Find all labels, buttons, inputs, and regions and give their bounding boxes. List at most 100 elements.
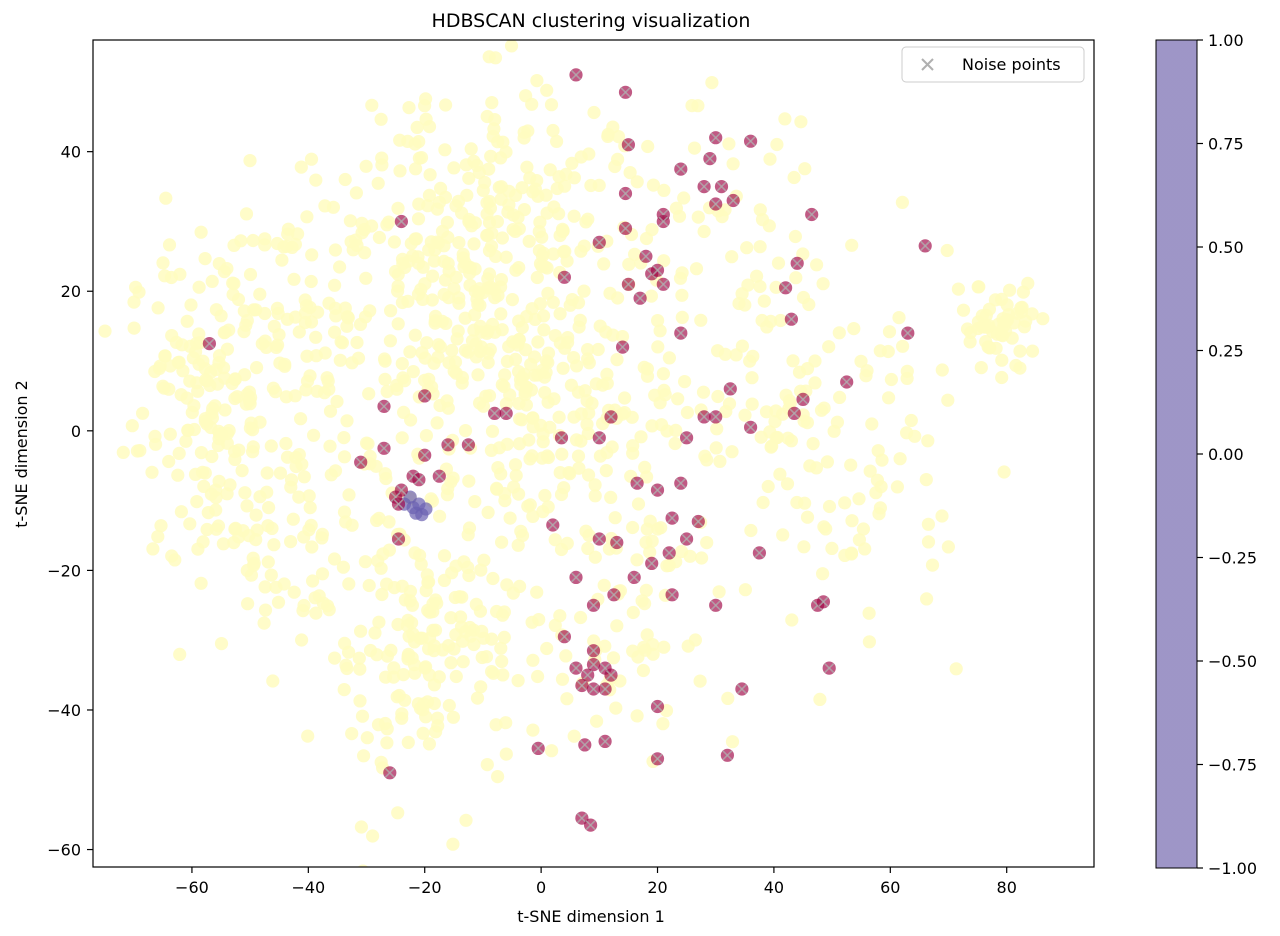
noise-x-marker: [681, 432, 692, 443]
cluster-0-point: [305, 248, 319, 262]
cluster-0-point: [328, 243, 342, 257]
cluster-0-point: [312, 589, 326, 603]
cluster-0-point: [530, 585, 544, 599]
cluster-0-point: [243, 154, 257, 168]
cluster-0-point: [538, 488, 552, 503]
cluster-0-point: [357, 864, 369, 867]
cluster-0-point: [271, 595, 286, 609]
cluster-0-point: [608, 511, 622, 525]
noise-x-marker: [699, 181, 710, 192]
cluster-0-point: [935, 363, 949, 377]
cluster-0-point: [656, 717, 670, 731]
cluster-0-point: [997, 465, 1011, 479]
noise-x-marker: [594, 432, 605, 443]
noise-x-marker: [725, 383, 736, 395]
cluster-0-point: [528, 350, 542, 364]
cluster-0-point: [428, 316, 442, 330]
cluster-0-point: [358, 555, 372, 569]
cluster-0-point: [163, 427, 177, 441]
cluster-0-point: [636, 663, 651, 678]
cluster-0-point: [550, 181, 564, 196]
cluster-0-point: [919, 473, 933, 487]
cluster-0-point: [691, 99, 705, 113]
cluster-0-point: [1014, 301, 1028, 315]
cluster-0-point: [464, 142, 478, 156]
cluster-0-point: [1025, 344, 1040, 358]
cluster-0-point: [535, 259, 549, 273]
cluster-0-point: [541, 346, 556, 360]
cluster-0-point: [921, 517, 936, 531]
cluster-0-point: [802, 297, 816, 312]
cluster-0-point: [694, 313, 708, 327]
cluster-0-point: [327, 552, 342, 566]
cluster-0-point: [403, 345, 417, 359]
cluster-0-point: [321, 374, 335, 388]
noise-x-marker: [588, 600, 599, 611]
cluster-0-point: [359, 271, 373, 285]
cluster-0-point: [745, 397, 759, 411]
legend-noise-marker: [921, 58, 934, 71]
cluster-0-point: [618, 391, 632, 405]
cluster-0-point: [287, 585, 301, 599]
cluster-0-point: [753, 240, 767, 254]
cluster-0-point: [587, 105, 601, 120]
cluster-0-point: [552, 410, 566, 424]
cluster-0-point: [368, 626, 382, 640]
cluster-0-point: [546, 123, 560, 138]
cluster-0-point: [454, 610, 468, 624]
cluster-0-point: [709, 441, 723, 455]
noise-x-marker: [716, 181, 727, 192]
cluster-0-point: [1013, 361, 1027, 375]
cluster-0-point: [852, 533, 867, 547]
cluster-0-point: [651, 522, 665, 536]
cluster-0-point: [773, 467, 787, 481]
cluster-0-point: [760, 320, 774, 334]
cluster-0-point: [273, 356, 287, 370]
cluster-0-point: [181, 423, 195, 437]
cluster-0-point: [430, 711, 445, 725]
colorbar-tick-label: 1.00: [1208, 31, 1244, 50]
cluster-0-point: [521, 499, 535, 513]
cluster-0-point: [508, 352, 523, 366]
cluster-0-point: [491, 288, 505, 302]
cluster-0-point: [640, 369, 655, 383]
cluster-0-point: [393, 164, 407, 178]
cluster-0-point: [554, 487, 569, 502]
cluster-0-point: [462, 212, 476, 227]
cluster-0-point: [342, 577, 356, 591]
noise-x-marker: [533, 743, 544, 754]
cluster-0-point: [494, 307, 508, 321]
cluster-0-point: [574, 434, 588, 448]
cluster-0-point: [921, 434, 935, 448]
cluster-0-point: [541, 355, 555, 370]
colorbar-tick-label: 0.75: [1208, 135, 1244, 154]
cluster-0-point: [238, 368, 252, 382]
cluster-0-point: [1013, 344, 1027, 358]
cluster-0-point: [956, 303, 971, 317]
cluster-0-point: [623, 166, 637, 180]
noise-x-marker: [786, 314, 797, 325]
noise-x-marker: [806, 209, 817, 220]
cluster-0-point: [132, 285, 146, 299]
cluster-0-point: [496, 608, 510, 622]
cluster-0-point: [415, 631, 429, 645]
cluster-0-point: [343, 214, 357, 228]
cluster-0-point: [892, 311, 906, 325]
cluster-0-point: [641, 139, 655, 154]
cluster-0-point: [457, 260, 471, 274]
cluster-0-point: [995, 353, 1009, 367]
cluster-0-point: [895, 195, 910, 209]
cluster-0-point: [610, 353, 624, 367]
cluster-0-point: [512, 261, 526, 275]
cluster-0-point: [354, 624, 368, 638]
x-tick-label: 20: [647, 878, 667, 897]
noise-x-marker: [393, 533, 404, 545]
cluster-0-point: [261, 555, 275, 569]
cluster-0-point: [158, 349, 172, 363]
cluster-0-point: [816, 277, 830, 291]
cluster-0-point: [380, 218, 394, 232]
cluster-0-point: [361, 437, 375, 451]
noise-x-marker: [658, 279, 669, 290]
noise-x-marker: [745, 422, 756, 433]
cluster-0-point: [680, 405, 695, 420]
